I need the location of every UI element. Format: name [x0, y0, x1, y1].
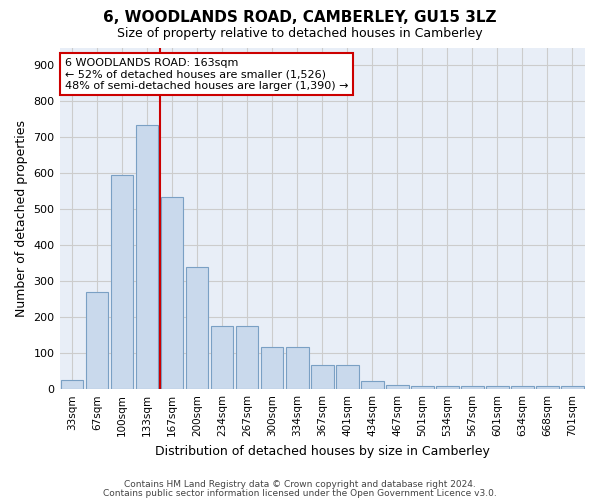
Bar — [386, 384, 409, 389]
Bar — [236, 326, 259, 389]
Bar — [361, 382, 383, 389]
Text: 6 WOODLANDS ROAD: 163sqm
← 52% of detached houses are smaller (1,526)
48% of sem: 6 WOODLANDS ROAD: 163sqm ← 52% of detach… — [65, 58, 348, 91]
Bar — [336, 364, 359, 389]
Y-axis label: Number of detached properties: Number of detached properties — [15, 120, 28, 317]
Text: Contains HM Land Registry data © Crown copyright and database right 2024.: Contains HM Land Registry data © Crown c… — [124, 480, 476, 489]
Bar — [111, 175, 133, 389]
Bar — [86, 292, 109, 389]
Text: Size of property relative to detached houses in Camberley: Size of property relative to detached ho… — [117, 28, 483, 40]
Bar — [436, 386, 458, 389]
Bar — [211, 326, 233, 389]
Bar — [411, 386, 434, 389]
Bar — [161, 197, 184, 389]
Bar — [261, 346, 283, 389]
X-axis label: Distribution of detached houses by size in Camberley: Distribution of detached houses by size … — [155, 444, 490, 458]
Bar — [486, 386, 509, 389]
Bar — [136, 125, 158, 389]
Text: Contains public sector information licensed under the Open Government Licence v3: Contains public sector information licen… — [103, 488, 497, 498]
Bar — [561, 386, 584, 389]
Bar — [461, 386, 484, 389]
Bar — [186, 267, 208, 389]
Bar — [311, 364, 334, 389]
Bar — [536, 386, 559, 389]
Bar — [511, 386, 534, 389]
Bar — [61, 380, 83, 389]
Text: 6, WOODLANDS ROAD, CAMBERLEY, GU15 3LZ: 6, WOODLANDS ROAD, CAMBERLEY, GU15 3LZ — [103, 10, 497, 25]
Bar — [286, 346, 308, 389]
